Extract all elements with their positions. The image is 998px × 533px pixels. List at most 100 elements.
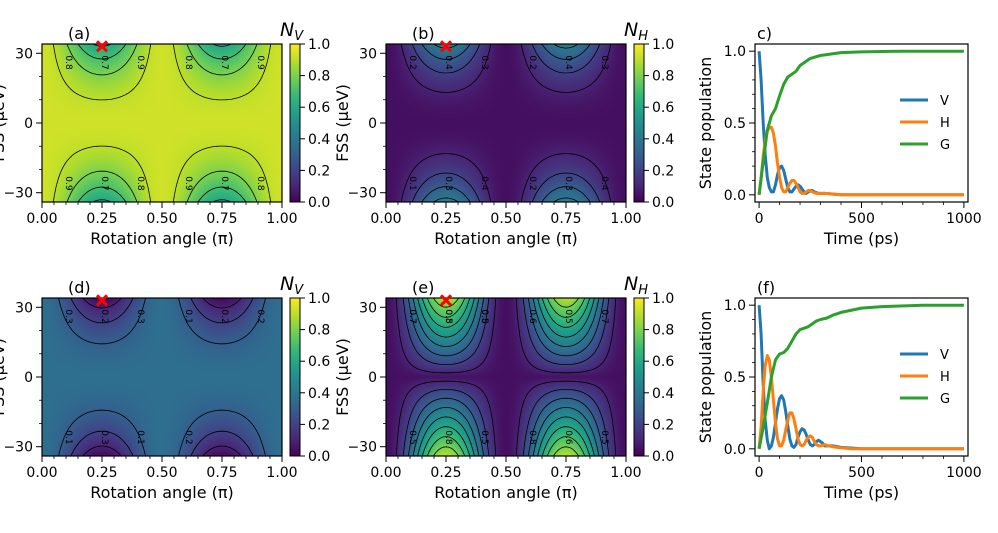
contour-label: 0.9 — [63, 176, 73, 191]
contour-label: 0.3 — [135, 309, 145, 323]
heatmap-image — [42, 44, 282, 202]
x-tick-label: 500 — [848, 211, 875, 227]
legend-label: G — [940, 392, 950, 407]
contour-label: 0.7 — [407, 309, 417, 323]
colorbar — [634, 298, 644, 456]
plot-background — [755, 298, 968, 456]
contour-line — [395, 297, 617, 457]
x-tick-label: 1.00 — [610, 211, 641, 227]
contour-label: 0.9 — [183, 176, 193, 191]
series-line-V — [757, 305, 964, 451]
heatmap-image — [386, 44, 626, 202]
contour-label: 0.7 — [99, 176, 109, 190]
y-tick-label: 30 — [15, 300, 33, 316]
legend-label: H — [940, 116, 950, 131]
colorbar-tick-label: 0.2 — [652, 417, 674, 433]
contour-label: 0.5 — [479, 430, 489, 444]
y-tick-label: 0.5 — [724, 370, 746, 386]
contour-label: 0.2 — [407, 55, 417, 69]
contour-label: 0.3 — [599, 55, 609, 69]
x-tick-label: 1.00 — [610, 465, 641, 481]
colorbar-tick-label: 1.0 — [652, 37, 674, 53]
contour-label: 0.3 — [443, 176, 453, 190]
y-tick-label: 30 — [359, 300, 377, 316]
contour-label: 0.8 — [443, 430, 453, 445]
x-axis-label: Rotation angle (π) — [434, 229, 578, 248]
panel-f: 0 500 1000 0.0 0.5 1.0 Time (ps) State populati… — [696, 278, 982, 502]
y-axis-label: FSS (μeV) — [333, 338, 352, 416]
panel-label: c) — [757, 24, 772, 43]
series-line-G — [757, 303, 964, 450]
contour-label: 0.1 — [135, 430, 145, 444]
x-axis-label: Time (ps) — [823, 483, 899, 502]
contour-line — [417, 297, 595, 457]
contour-label: 0.8 — [183, 55, 193, 70]
contour-label: 0.2 — [255, 309, 265, 323]
contour-line — [58, 297, 266, 457]
x-tick-label: 0.00 — [26, 211, 57, 227]
y-tick-label: 0.0 — [724, 442, 746, 458]
contour-label: 0.7 — [99, 55, 109, 69]
colorbar-tick-label: 0.6 — [308, 354, 330, 370]
contour-line — [426, 297, 586, 457]
panel-a: 0.8 0.7 0.9 0.8 0.7 0.90.9 0.7 0.8 0.9 0.7 0.80.00… — [0, 19, 330, 248]
x-tick-label: 0.75 — [550, 465, 581, 481]
x-tick-label: 0.50 — [490, 211, 521, 227]
x-tick-label: 0.25 — [86, 211, 117, 227]
x-marker-stroke-2 — [95, 294, 109, 307]
x-marker-stroke-2 — [439, 40, 453, 53]
colorbar-tick-label: 0.8 — [308, 323, 330, 339]
contour-label: 0.7 — [219, 55, 229, 69]
contour-label: 0.9 — [255, 55, 265, 70]
colorbar-title-subscript: H — [638, 29, 648, 44]
colorbar-tick-label: 0.4 — [308, 386, 330, 402]
colorbar-title-main: N — [280, 19, 294, 41]
colorbar-frame — [633, 297, 645, 457]
x-marker-stroke-2 — [439, 294, 453, 307]
y-tick-label: −30 — [347, 440, 377, 456]
colorbar-frame — [289, 297, 301, 457]
y-tick-label: −30 — [347, 186, 377, 202]
contour-label: 0.6 — [527, 309, 537, 324]
colorbar-tick-label: 1.0 — [308, 291, 330, 307]
colorbar-tick-label: 1.0 — [652, 291, 674, 307]
contour-line — [402, 297, 610, 457]
colorbar-tick-label: 0.8 — [652, 69, 674, 85]
legend-label: V — [940, 348, 949, 363]
panel-label: (e) — [412, 278, 434, 297]
contour-label: 0.4 — [563, 55, 573, 70]
x-axis-label: Rotation angle (π) — [434, 483, 578, 502]
panel-label: (a) — [68, 24, 90, 43]
y-axis-label: FSS (μeV) — [333, 84, 352, 162]
colorbar-tick-label: 0.0 — [652, 195, 674, 211]
panel-d: 0.3 0.2 0.3 0.1 0.2 0.20.1 0.3 0.1 0.20.00 0.25 0.… — [0, 273, 330, 502]
contour-label: 0.7 — [599, 309, 609, 323]
x-tick-label: 0.75 — [206, 465, 237, 481]
contour-label: 0.3 — [563, 176, 573, 190]
contour-label: 0.1 — [407, 176, 417, 190]
y-axis-label: FSS (μeV) — [0, 338, 8, 416]
colorbar-tick-label: 0.8 — [652, 323, 674, 339]
contour-label: 0.5 — [563, 309, 573, 323]
x-tick-label: 1000 — [946, 211, 982, 227]
x-tick-label: 1.00 — [266, 465, 297, 481]
contour-label: 0.8 — [135, 176, 145, 191]
colorbar-tick-label: 0.6 — [652, 354, 674, 370]
series-line-G — [757, 49, 964, 195]
contour-label: 0.4 — [443, 55, 453, 70]
y-tick-label: 0 — [368, 370, 377, 386]
x-tick-label: 0 — [755, 465, 764, 481]
x-tick-label: 0.50 — [146, 465, 177, 481]
contour-label: 0.1 — [63, 430, 73, 444]
x-tick-label: 0.25 — [430, 211, 461, 227]
y-axis-label: State population — [696, 57, 715, 190]
x-marker-stroke-2 — [95, 40, 109, 53]
colorbar-frame — [633, 43, 645, 203]
y-tick-label: 0.0 — [724, 188, 746, 204]
contour-line — [70, 297, 254, 457]
contour-line — [421, 297, 591, 457]
colorbar-title-main: N — [624, 19, 638, 41]
y-axis-label: FSS (μeV) — [0, 84, 8, 162]
contour-line — [52, 43, 272, 203]
y-tick-label: 30 — [15, 46, 33, 62]
